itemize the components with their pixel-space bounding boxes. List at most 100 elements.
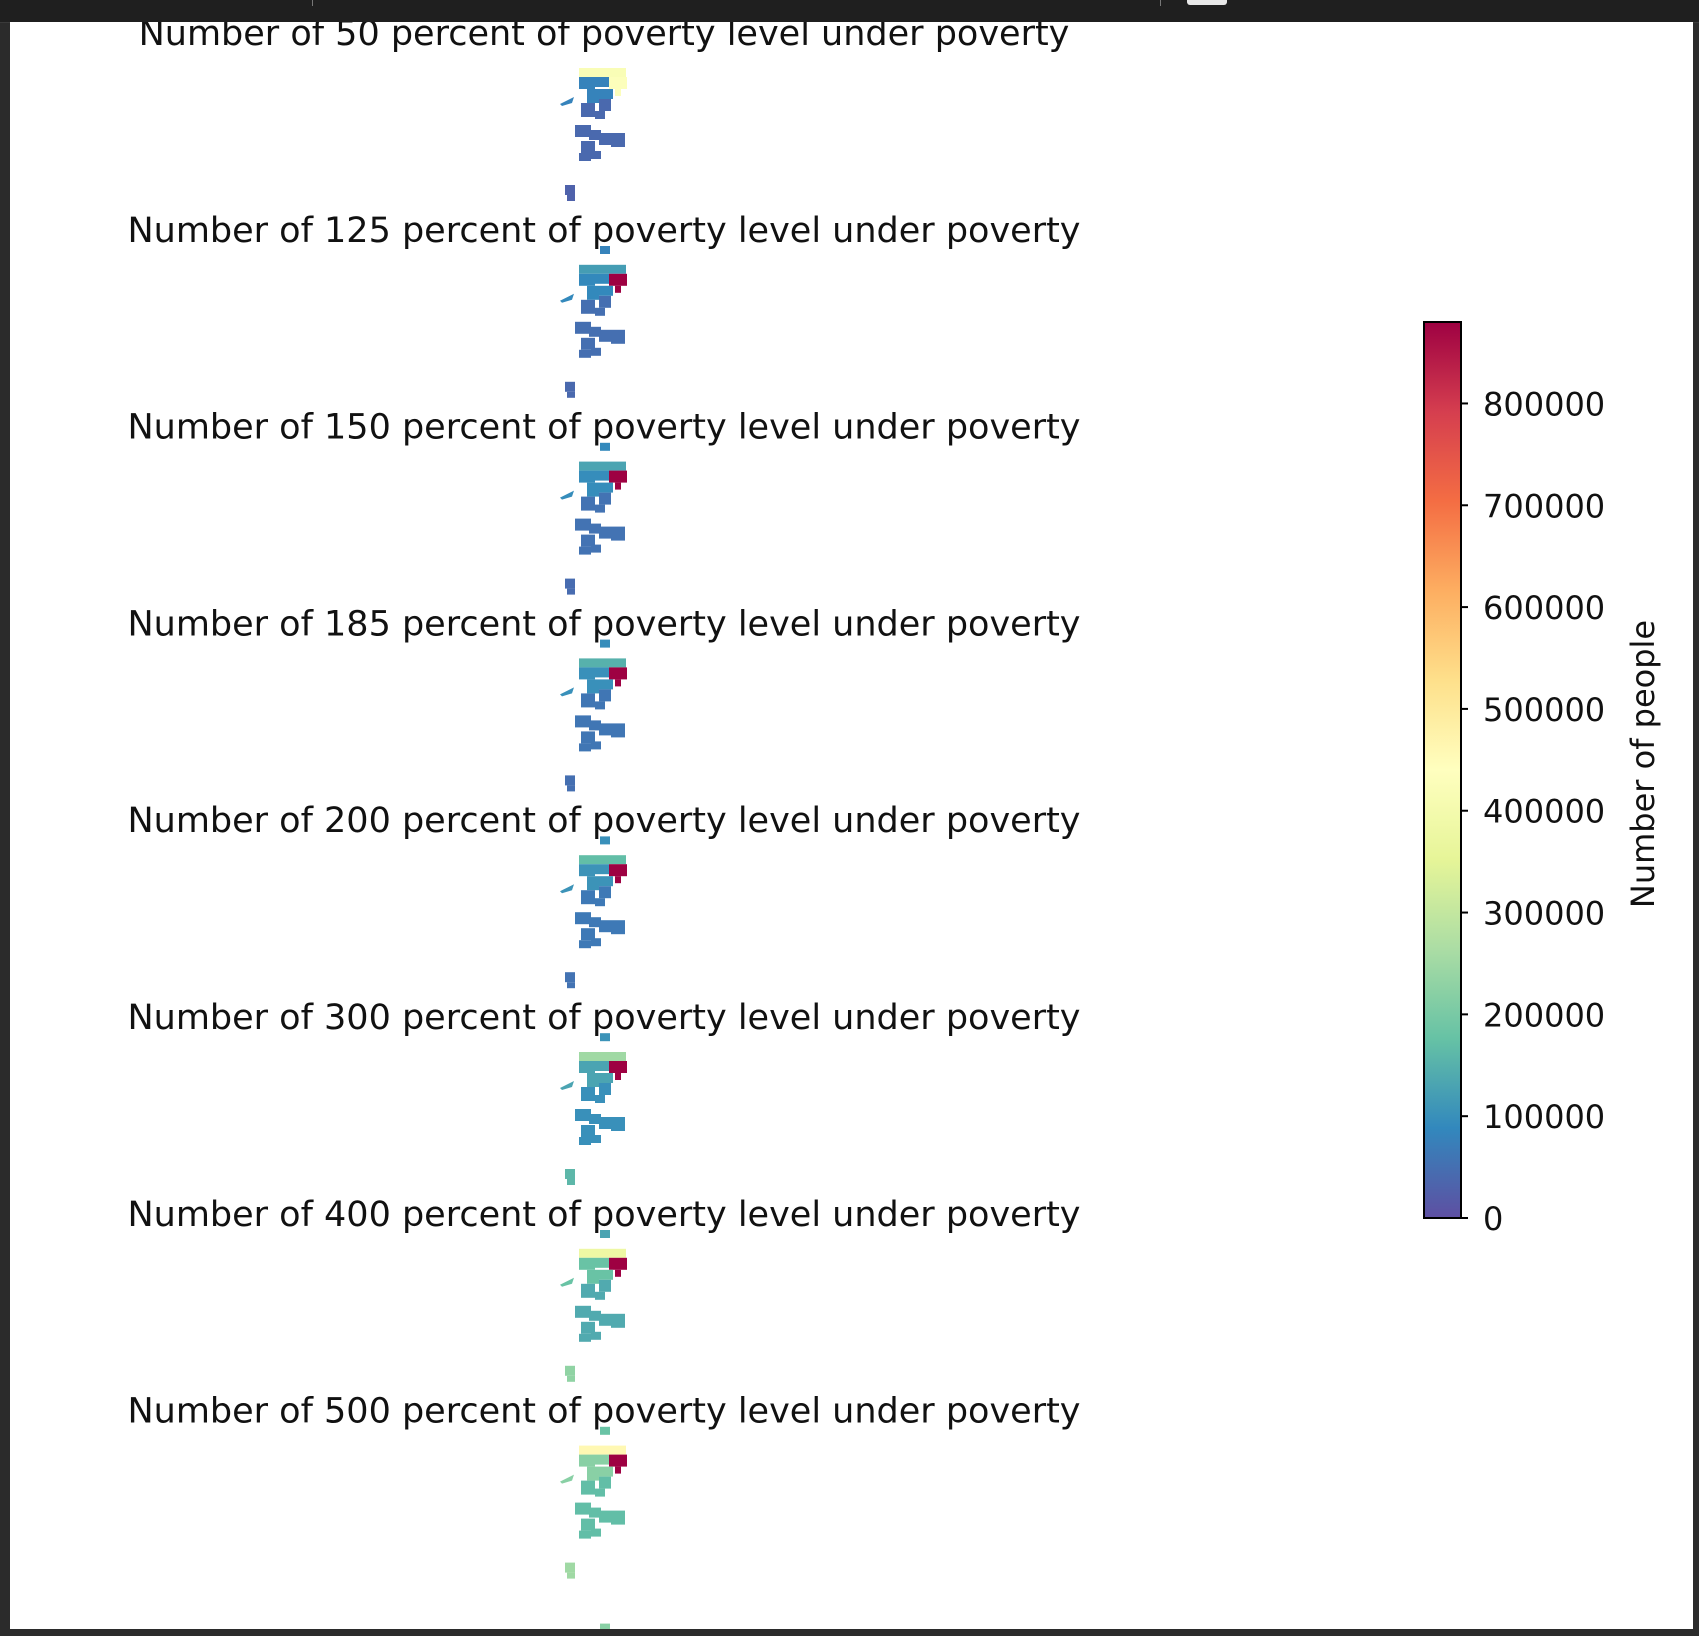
- region-north-b: [595, 1257, 609, 1268]
- region-south-d: [579, 940, 591, 949]
- panel-title: Number of 125 percent of poverty level u…: [127, 211, 1080, 251]
- region-central-b: [595, 504, 605, 513]
- region-southern-outlier: [600, 246, 610, 254]
- colorbar-tick-label: 400000: [1483, 793, 1605, 831]
- region-north-d: [599, 482, 613, 493]
- panel-title: Number of 150 percent of poverty level u…: [127, 408, 1080, 448]
- region-north-d: [599, 89, 613, 99]
- panel-title: Number of 50 percent of poverty level un…: [139, 22, 1070, 54]
- region-western-island: [560, 97, 574, 106]
- region-southern-outlier: [600, 1426, 610, 1435]
- region-central-c: [575, 1305, 591, 1318]
- region-north-c: [587, 876, 599, 891]
- region-south-b: [611, 526, 625, 541]
- region-top-band: [579, 1248, 626, 1258]
- region-hotspot: [609, 1061, 627, 1073]
- region-north-b: [595, 77, 609, 87]
- colorbar-tick-label: 300000: [1483, 895, 1605, 933]
- region-south-e: [591, 347, 601, 356]
- region-central-a: [581, 890, 595, 905]
- colorbar: 0 100000 200000 300000 400000 500000 600000 700…: [1423, 321, 1662, 1238]
- colorbar-gradient: [1423, 321, 1462, 1219]
- region-western-island: [560, 687, 574, 697]
- toolbar-chip[interactable]: [1187, 0, 1227, 5]
- region-central-d: [589, 917, 601, 928]
- region-north-b: [595, 1061, 609, 1071]
- region-central-b: [595, 1095, 605, 1103]
- region-south-d: [579, 546, 591, 555]
- region-hotspot-stem: [615, 1269, 621, 1277]
- region-north-a: [579, 470, 595, 483]
- region-north-b: [595, 470, 609, 481]
- map-panel: Number of 300 percent of poverty level u…: [127, 998, 1081, 1238]
- region-western-island: [560, 884, 574, 894]
- region-south-b: [611, 1117, 625, 1131]
- panel-title: Number of 400 percent of poverty level u…: [127, 1195, 1080, 1235]
- colorbar-label: Number of people: [1624, 620, 1662, 908]
- region-south-a: [599, 1313, 611, 1326]
- choropleth-figure: Number of 50 percent of poverty level un…: [127, 22, 1662, 1629]
- region-north-d: [599, 1073, 613, 1083]
- region-north-b: [595, 667, 609, 678]
- region-south-b: [611, 920, 625, 935]
- region-south-c: [581, 1518, 595, 1531]
- panel-title: Number of 200 percent of poverty level u…: [127, 801, 1080, 841]
- region-south-a: [599, 329, 611, 342]
- region-north-a: [579, 864, 595, 877]
- colorbar-tick-label: 200000: [1483, 996, 1605, 1034]
- region-central-a: [581, 1283, 595, 1298]
- region-southern-outlier: [600, 1623, 610, 1629]
- region-top-band: [579, 1445, 626, 1455]
- region-north-e: [599, 295, 611, 308]
- region-north-a: [579, 667, 595, 680]
- map-panel: Number of 200 percent of poverty level u…: [127, 801, 1081, 1042]
- region-western-island: [560, 1277, 574, 1287]
- region-central-c: [575, 715, 591, 728]
- region-north-b: [595, 864, 609, 875]
- region-south-f: [565, 1365, 575, 1376]
- region-hotspot-stem: [615, 285, 621, 293]
- region-hotspot: [609, 470, 627, 483]
- region-top-band: [579, 264, 626, 274]
- region-south-e: [591, 741, 601, 750]
- region-central-b: [595, 1291, 605, 1300]
- colorbar-tick-label: 600000: [1483, 589, 1605, 627]
- region-south-d: [579, 743, 591, 752]
- region-southern-outlier: [600, 442, 610, 451]
- region-south-c: [581, 141, 595, 153]
- region-southern-outlier: [600, 639, 610, 648]
- panel-title: Number of 300 percent of poverty level u…: [127, 998, 1080, 1038]
- region-hotspot-stem: [615, 679, 621, 687]
- region-hotspot-stem: [615, 876, 621, 884]
- figure-output: Number of 50 percent of poverty level un…: [10, 22, 1693, 1629]
- region-south-e: [591, 938, 601, 947]
- region-southern-outlier: [600, 1230, 610, 1238]
- region-south-e: [591, 1528, 601, 1537]
- region-north-b: [595, 273, 609, 284]
- region-hotspot-stem: [615, 482, 621, 490]
- region-central-d: [589, 720, 601, 731]
- region-western-island: [560, 490, 574, 500]
- region-central-b: [595, 1488, 605, 1497]
- region-central-a: [581, 1480, 595, 1495]
- region-hotspot: [609, 864, 627, 877]
- region-south-b: [611, 1313, 625, 1328]
- region-south-b: [611, 1510, 625, 1525]
- map-panels: Number of 50 percent of poverty level un…: [127, 22, 1081, 1629]
- region-south-d: [579, 1530, 591, 1539]
- region-north-c: [587, 1269, 599, 1284]
- region-hotspot: [609, 77, 627, 89]
- region-central-d: [589, 326, 601, 337]
- region-south-f: [565, 381, 575, 392]
- region-central-a: [581, 1087, 595, 1101]
- region-south-e: [591, 1135, 601, 1143]
- region-central-d: [589, 1507, 601, 1518]
- region-southern-outlier: [600, 1033, 610, 1042]
- region-south-f: [565, 185, 575, 195]
- colorbar-tick-label: 100000: [1483, 1098, 1605, 1136]
- region-south-c: [581, 1321, 595, 1334]
- region-north-d: [599, 1466, 613, 1477]
- region-hotspot-stem: [615, 89, 621, 96]
- region-north-d: [599, 285, 613, 296]
- region-south-a: [599, 526, 611, 539]
